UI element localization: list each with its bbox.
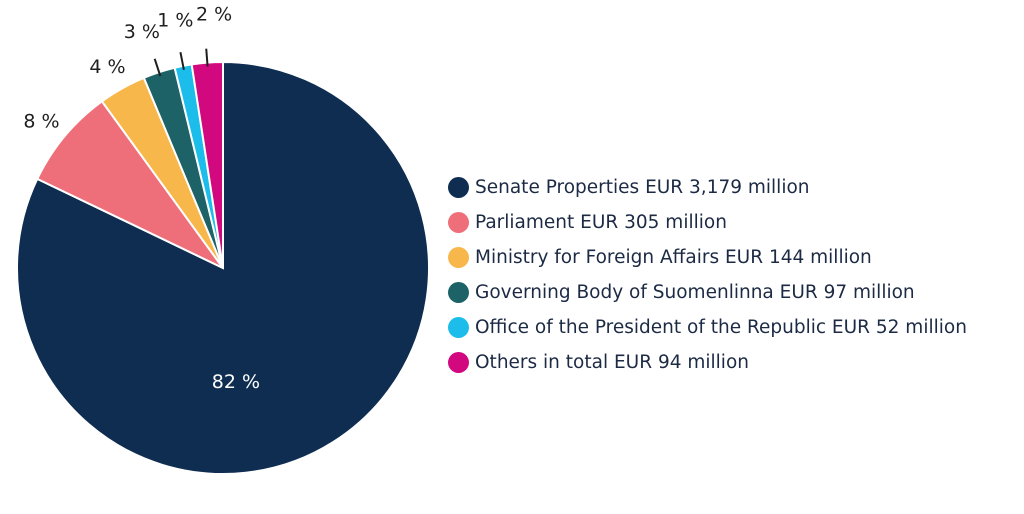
percent-label-6: 2 %: [196, 4, 232, 26]
percent-label-3: 4 %: [89, 56, 125, 78]
legend-item-3: Ministry for Foreign Affairs EUR 144 mil…: [448, 240, 967, 275]
leader-lines: [153, 48, 209, 77]
percent-labels: 82 % 8 % 4 % 3 %1 % 2 %: [23, 4, 260, 393]
percent-label-2: 8 %: [23, 110, 59, 132]
legend-swatch-4: [448, 282, 469, 303]
legend: Senate Properties EUR 3,179 million Parli…: [448, 170, 967, 380]
legend-item-1: Senate Properties EUR 3,179 million: [448, 170, 967, 205]
legend-item-4: Governing Body of Suomenlinna EUR 97 mil…: [448, 275, 967, 310]
legend-label-6: Others in total EUR 94 million: [475, 352, 749, 373]
legend-label-2: Parliament EUR 305 million: [475, 212, 727, 233]
leader-line-5: [179, 51, 185, 71]
legend-swatch-5: [448, 317, 469, 338]
percent-label-5: 1 %: [157, 10, 193, 32]
legend-swatch-1: [448, 177, 469, 198]
legend-item-5: Office of the President of the Republic …: [448, 310, 967, 345]
leader-line-4: [153, 58, 162, 77]
legend-swatch-3: [448, 247, 469, 268]
legend-label-5: Office of the President of the Republic …: [475, 317, 967, 338]
legend-swatch-6: [448, 352, 469, 373]
percent-label-4: 3 %: [124, 21, 160, 43]
legend-label-3: Ministry for Foreign Affairs EUR 144 mil…: [475, 247, 872, 268]
legend-swatch-2: [448, 212, 469, 233]
legend-item-2: Parliament EUR 305 million: [448, 205, 967, 240]
percent-label-1: 82 %: [212, 371, 260, 393]
legend-label-1: Senate Properties EUR 3,179 million: [475, 177, 810, 198]
leader-line-6: [205, 48, 209, 67]
pie-slices: [16, 60, 430, 475]
pie-slice-2: [35, 99, 224, 269]
legend-label-4: Governing Body of Suomenlinna EUR 97 mil…: [475, 282, 915, 303]
legend-item-6: Others in total EUR 94 million: [448, 345, 967, 380]
